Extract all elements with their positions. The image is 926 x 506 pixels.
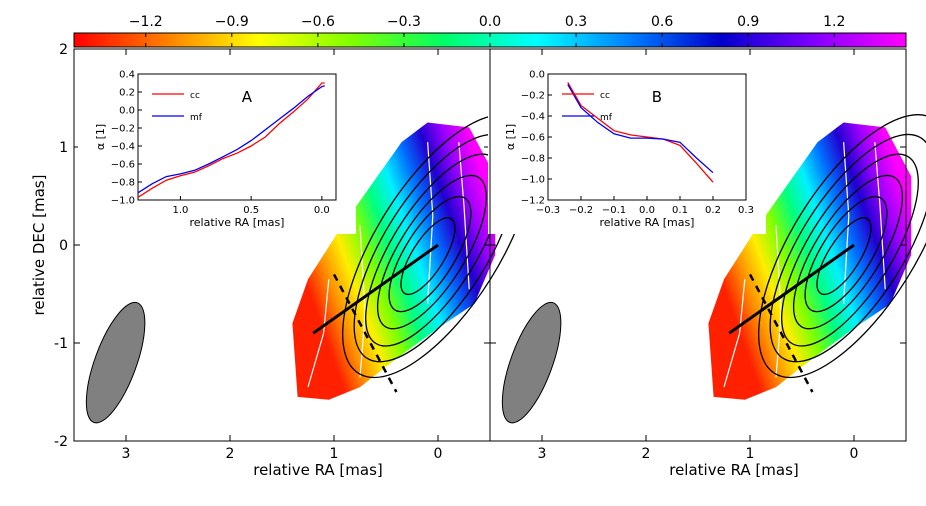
inset-series-cc — [567, 82, 714, 183]
inset-y-tick-label: −0.2 — [521, 91, 545, 102]
inset-B: −0.3 −0.2 −0.1 0.0 0.1 0.2 0.3 −1.2 −1.0 −0.8 −0.6… — [488, 66, 766, 234]
colorbar-tick-label: 0.6 — [651, 14, 673, 30]
colorbar-tick-label: 0.9 — [737, 14, 759, 30]
x-tick-label: 3 — [538, 446, 547, 462]
colorbar-tick-label: −0.3 — [387, 14, 421, 30]
inset-x-tick-label: 0.5 — [243, 205, 259, 216]
inset-x-tick-label: −0.3 — [536, 205, 560, 216]
intensity-contour — [816, 217, 872, 296]
intensity-contour — [792, 174, 904, 330]
panel-right: 3 2 1 0 −0.3 −0.2 −0.1 0.0 0.1 0.2 0.3 −1.2 −1.0 −0.8… — [488, 48, 926, 479]
colorbar-tick-label: −0.9 — [215, 14, 249, 30]
inset-y-tick-label: 0.4 — [119, 70, 135, 81]
alpha-contour — [458, 142, 470, 290]
x-tick-label: 0 — [850, 446, 859, 462]
intensity-contour — [376, 174, 488, 330]
inset-series-mf — [567, 84, 714, 174]
inset-legend-label-mf: mf — [190, 113, 203, 123]
inset-panel-label: B — [652, 88, 662, 106]
inset-ylabel: α [1] — [504, 124, 517, 150]
beam-ellipse — [501, 301, 562, 424]
inset-x-tick-label: 0.1 — [672, 205, 688, 216]
inset-y-tick-label: −0.8 — [111, 178, 135, 189]
intensity-contour — [769, 133, 926, 363]
inset-legend-label-mf: mf — [600, 113, 613, 123]
inset-y-tick-label: −1.0 — [111, 196, 135, 207]
x-tick-label: 1 — [746, 446, 755, 462]
intensity-contour — [400, 217, 456, 296]
x-tick-label: 1 — [330, 446, 339, 462]
inset-y-tick-label: 0.0 — [529, 70, 545, 81]
inset-x-tick-label: 0.0 — [314, 205, 330, 216]
inset-y-tick-label: −1.0 — [521, 175, 545, 186]
inset-legend-label-cc: cc — [600, 91, 610, 101]
panel-left-ylabel: relative DEC [mas] — [30, 175, 48, 316]
y-tick-label: 0 — [59, 238, 68, 254]
plot-left: 3 2 1 0 2 1 0 -1 -2 1.0 0.5 0.0 −1.0 −0.8 −0.6 −0.4 −0.2… — [54, 42, 534, 462]
y-tick-label: 2 — [59, 42, 68, 58]
alpha-contour — [427, 142, 434, 304]
profile-line-dashed — [748, 273, 814, 393]
panel-left-xlabel: relative RA [mas] — [253, 461, 383, 479]
inset-x-tick-label: −0.1 — [602, 205, 626, 216]
inset-y-tick-label: −0.6 — [521, 133, 545, 144]
beam-ellipse — [85, 301, 146, 424]
intensity-contour — [758, 114, 926, 379]
y-tick-label: -2 — [54, 434, 68, 450]
x-tick-label: 3 — [122, 446, 131, 462]
intensity-contour — [804, 195, 888, 313]
x-tick-label: 2 — [642, 446, 651, 462]
colorbar-tick-label: 0.0 — [479, 14, 501, 30]
x-tick-label: 0 — [434, 446, 443, 462]
alpha-contour — [874, 142, 886, 290]
inset-xlabel: relative RA [mas] — [600, 216, 695, 229]
plot-right: 3 2 1 0 −0.3 −0.2 −0.1 0.0 0.1 0.2 0.3 −1.2 −1.0 −0.8… — [488, 48, 926, 462]
intensity-contour — [388, 195, 472, 313]
inset-y-tick-label: −0.8 — [521, 154, 545, 165]
profile-line-solid — [312, 243, 439, 335]
colorbar: −1.2 −0.9 −0.6 −0.3 0.0 0.3 0.6 0.9 1.2 — [73, 14, 907, 48]
y-tick-label: 1 — [59, 140, 68, 156]
alpha-contour — [843, 142, 850, 304]
inset-series-mf — [137, 85, 325, 194]
alpha-contour — [307, 279, 330, 388]
inset-x-tick-label: 1.0 — [172, 205, 188, 216]
inset-panel-label: A — [242, 88, 253, 106]
panel-right-xlabel: relative RA [mas] — [669, 461, 799, 479]
colorbar-tick-label: −0.6 — [301, 14, 335, 30]
inset-x-tick-label: 0.3 — [738, 205, 754, 216]
colorbar-ticks: −1.2 −0.9 −0.6 −0.3 0.0 0.3 0.6 0.9 1.2 — [129, 14, 845, 47]
inset-x-tick-label: −0.2 — [569, 205, 593, 216]
inset-y-tick-label: −0.6 — [111, 160, 135, 171]
colorbar-tick-label: 1.2 — [823, 14, 845, 30]
inset-series-cc — [137, 82, 325, 198]
profile-line-dashed — [332, 273, 398, 393]
inset-y-tick-label: −0.4 — [521, 112, 545, 123]
alpha-contour — [723, 279, 746, 388]
inset-y-tick-label: 0.0 — [119, 106, 135, 117]
inset-y-tick-label: 0.2 — [119, 88, 135, 99]
colorbar-tick-label: −1.2 — [129, 14, 163, 30]
inset-y-tick-label: −1.2 — [521, 196, 545, 207]
profile-line-solid — [728, 243, 855, 335]
intensity-contour — [781, 153, 919, 347]
inset-y-tick-label: −0.2 — [111, 124, 135, 135]
inset-legend-label-cc: cc — [190, 91, 200, 101]
inset-x-tick-label: 0.2 — [705, 205, 721, 216]
inset-A: 1.0 0.5 0.0 −1.0 −0.8 −0.6 −0.4 −0.2 0.0 0.2 0.4 re… — [78, 66, 356, 234]
inset-x-tick-label: 0.0 — [639, 205, 655, 216]
inset-frame — [137, 73, 337, 201]
inset-ylabel: α [1] — [94, 124, 107, 150]
panel-right-frame — [489, 48, 907, 442]
colorbar-tick-label: 0.3 — [565, 14, 587, 30]
y-tick-label: -1 — [54, 336, 68, 352]
panel-left: 3 2 1 0 2 1 0 -1 -2 1.0 0.5 0.0 −1.0 −0.8 −0.6 −0.4 −0.2… — [30, 42, 534, 479]
inset-xlabel: relative RA [mas] — [190, 216, 285, 229]
x-tick-label: 2 — [226, 446, 235, 462]
inset-y-tick-label: −0.4 — [111, 142, 135, 153]
